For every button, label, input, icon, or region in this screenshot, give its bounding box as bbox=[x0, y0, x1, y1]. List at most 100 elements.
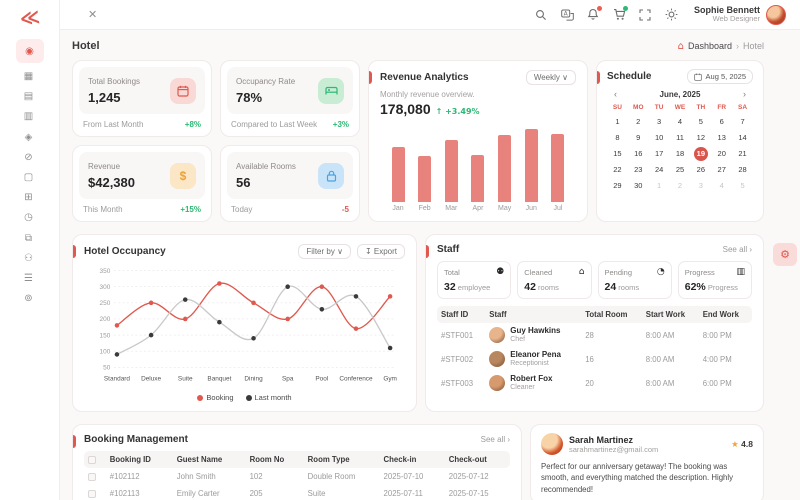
sidebar-item-history[interactable]: ◷ bbox=[24, 212, 33, 224]
svg-text:250: 250 bbox=[100, 300, 111, 307]
bar-label: Jul bbox=[553, 205, 563, 212]
bar-column: May bbox=[493, 121, 517, 212]
calendar-day-next-month[interactable]: 2 bbox=[677, 181, 683, 190]
calendar-day[interactable]: 11 bbox=[676, 133, 684, 142]
calendar-day[interactable]: 8 bbox=[615, 133, 620, 142]
calendar-next-icon[interactable]: › bbox=[742, 89, 746, 99]
staff-table-row[interactable]: #STF001 Guy Hawkins Chef 28 8:00 AM 8:00 PM bbox=[437, 323, 752, 347]
stat-label: Occupancy Rate bbox=[236, 76, 296, 86]
calendar-day[interactable]: 9 bbox=[636, 133, 641, 142]
sidebar-item-support[interactable]: ⊚ bbox=[24, 293, 33, 305]
calendar-day[interactable]: 29 bbox=[613, 181, 622, 190]
user-menu[interactable]: Sophie Bennett Web Designer bbox=[694, 4, 786, 25]
sidebar-item-widgets[interactable]: ◈ bbox=[24, 131, 33, 143]
calendar-day-next-month[interactable]: 4 bbox=[719, 181, 724, 190]
calendar-day[interactable]: 10 bbox=[654, 133, 664, 142]
app-logo-icon[interactable]: ≪ bbox=[18, 5, 41, 31]
calendar-prev-icon[interactable]: ‹ bbox=[614, 89, 617, 99]
calendar-day[interactable]: 7 bbox=[740, 117, 745, 126]
calendar-day[interactable]: 15 bbox=[613, 149, 622, 158]
period-dropdown[interactable]: Weekly ∨ bbox=[525, 70, 576, 85]
schedule-card: Schedule Aug 5, 2025 ‹ June, 2025 › SU MO… bbox=[596, 60, 764, 222]
stat-inner: Occupancy Rate 78% bbox=[227, 67, 353, 114]
filter-by-dropdown[interactable]: Filter by ∨ bbox=[298, 244, 351, 259]
sidebar-item-users[interactable]: ⚇ bbox=[24, 252, 33, 264]
calendar-day-next-month[interactable]: 1 bbox=[657, 181, 662, 190]
calendar-day[interactable]: 17 bbox=[654, 149, 664, 158]
calendar-day[interactable]: 22 bbox=[613, 165, 622, 174]
notifications-bell-icon[interactable] bbox=[587, 6, 602, 21]
theme-sun-icon[interactable] bbox=[665, 8, 678, 21]
calendar-day[interactable]: 1 bbox=[615, 117, 620, 126]
calendar-day[interactable]: 14 bbox=[738, 133, 747, 142]
sidebar-item-explore[interactable]: ⊘ bbox=[24, 151, 33, 163]
calendar-day[interactable]: 28 bbox=[738, 165, 747, 174]
data-point bbox=[251, 336, 256, 341]
calendar-day[interactable]: 21 bbox=[738, 149, 747, 158]
breadcrumb-dashboard[interactable]: Dashboard bbox=[687, 41, 732, 51]
sidebar-item-kanban[interactable]: ▥ bbox=[23, 111, 34, 123]
calendar-day[interactable]: 20 bbox=[717, 149, 726, 158]
row-checkbox[interactable] bbox=[88, 489, 96, 498]
calendar-day[interactable]: 23 bbox=[634, 165, 643, 174]
summary-value: 42 bbox=[524, 281, 536, 293]
calendar-day[interactable]: 5 bbox=[698, 117, 703, 126]
calendar-day[interactable]: 19 bbox=[690, 146, 711, 161]
booking-see-all-link[interactable]: See all › bbox=[480, 435, 510, 444]
sidebar-item-dashboard[interactable]: ◉ bbox=[15, 39, 44, 63]
staff-id: #STF001 bbox=[441, 330, 474, 340]
search-icon[interactable] bbox=[535, 8, 548, 21]
calendar-day[interactable]: 12 bbox=[696, 133, 706, 142]
staff-table-row[interactable]: #STF002 Eleanor Pena Receptionist 16 8:00 AM… bbox=[437, 347, 752, 371]
staff-column-header: Start Work bbox=[641, 306, 699, 323]
booking-table-row[interactable]: #102112 John Smith 102 Double Room 2025-07-1… bbox=[84, 468, 510, 485]
calendar-day-next-month[interactable]: 5 bbox=[740, 181, 745, 190]
calendar-day[interactable]: 18 bbox=[675, 149, 685, 158]
guest-name: John Smith bbox=[176, 472, 216, 481]
close-icon[interactable]: ✕ bbox=[88, 8, 98, 21]
staff-see-all-link[interactable]: See all › bbox=[722, 245, 752, 254]
calendar-day[interactable]: 26 bbox=[696, 165, 706, 174]
calendar-day[interactable]: 2 bbox=[636, 117, 641, 126]
booking-table-row[interactable]: #102113 Emily Carter 205 Suite 2025-07-11 202… bbox=[84, 485, 510, 500]
sidebar-item-gallery[interactable]: ▤ bbox=[23, 91, 34, 103]
sidebar-item-products[interactable]: ▢ bbox=[23, 171, 34, 183]
staff-name: Robert Fox bbox=[510, 374, 553, 384]
data-point bbox=[353, 294, 359, 299]
select-all-checkbox[interactable] bbox=[88, 455, 96, 464]
calendar-day[interactable]: 16 bbox=[634, 149, 643, 158]
sidebar-item-tables[interactable]: ⊞ bbox=[24, 192, 33, 204]
person-icon: ⚉ bbox=[496, 267, 505, 277]
calendar-day-next-month[interactable]: 3 bbox=[698, 181, 703, 190]
calendar-day[interactable]: 24 bbox=[654, 165, 664, 174]
row-checkbox[interactable] bbox=[88, 472, 96, 481]
legend-dot bbox=[197, 394, 204, 401]
row-checkbox-cell bbox=[84, 468, 106, 485]
sidebar-item-pages[interactable]: ⧉ bbox=[24, 232, 33, 244]
staff-avatar bbox=[489, 375, 506, 391]
stat-value: 1,245 bbox=[88, 89, 121, 105]
review-text: Perfect for our anniversary getaway! The… bbox=[541, 462, 733, 494]
calendar-day[interactable]: 13 bbox=[717, 133, 726, 142]
booking-column-header: Room No bbox=[245, 451, 304, 468]
sidebar-item-apps[interactable]: ▦ bbox=[23, 71, 34, 82]
date-picker-chip[interactable]: Aug 5, 2025 bbox=[686, 69, 753, 84]
calendar-day[interactable]: 6 bbox=[719, 117, 724, 126]
user-avatar[interactable] bbox=[766, 4, 786, 25]
language-icon[interactable]: A bbox=[561, 8, 574, 21]
sidebar-item-menu[interactable]: ☰ bbox=[24, 272, 33, 284]
chart-legend: Booking Last month bbox=[84, 393, 405, 402]
staff-table: Staff ID Staff Total Room Start Work End Wor… bbox=[437, 306, 752, 395]
calendar-day[interactable]: 30 bbox=[634, 181, 643, 190]
cart-icon[interactable] bbox=[613, 6, 628, 21]
staff-table-row[interactable]: #STF003 Robert Fox Cleaner 20 8:00 AM 6:00 PM bbox=[437, 371, 752, 395]
calendar-day[interactable]: 3 bbox=[657, 117, 662, 126]
calendar-day[interactable]: 4 bbox=[677, 117, 683, 126]
export-button[interactable]: ↧ Export bbox=[356, 244, 405, 259]
data-point bbox=[251, 300, 256, 306]
settings-gear-button[interactable]: ⚙ bbox=[773, 243, 797, 266]
calendar-day[interactable]: 27 bbox=[717, 165, 726, 174]
fullscreen-icon[interactable] bbox=[639, 8, 652, 21]
calendar-day[interactable]: 25 bbox=[675, 165, 685, 174]
chart-icon: ▥ bbox=[736, 267, 745, 277]
